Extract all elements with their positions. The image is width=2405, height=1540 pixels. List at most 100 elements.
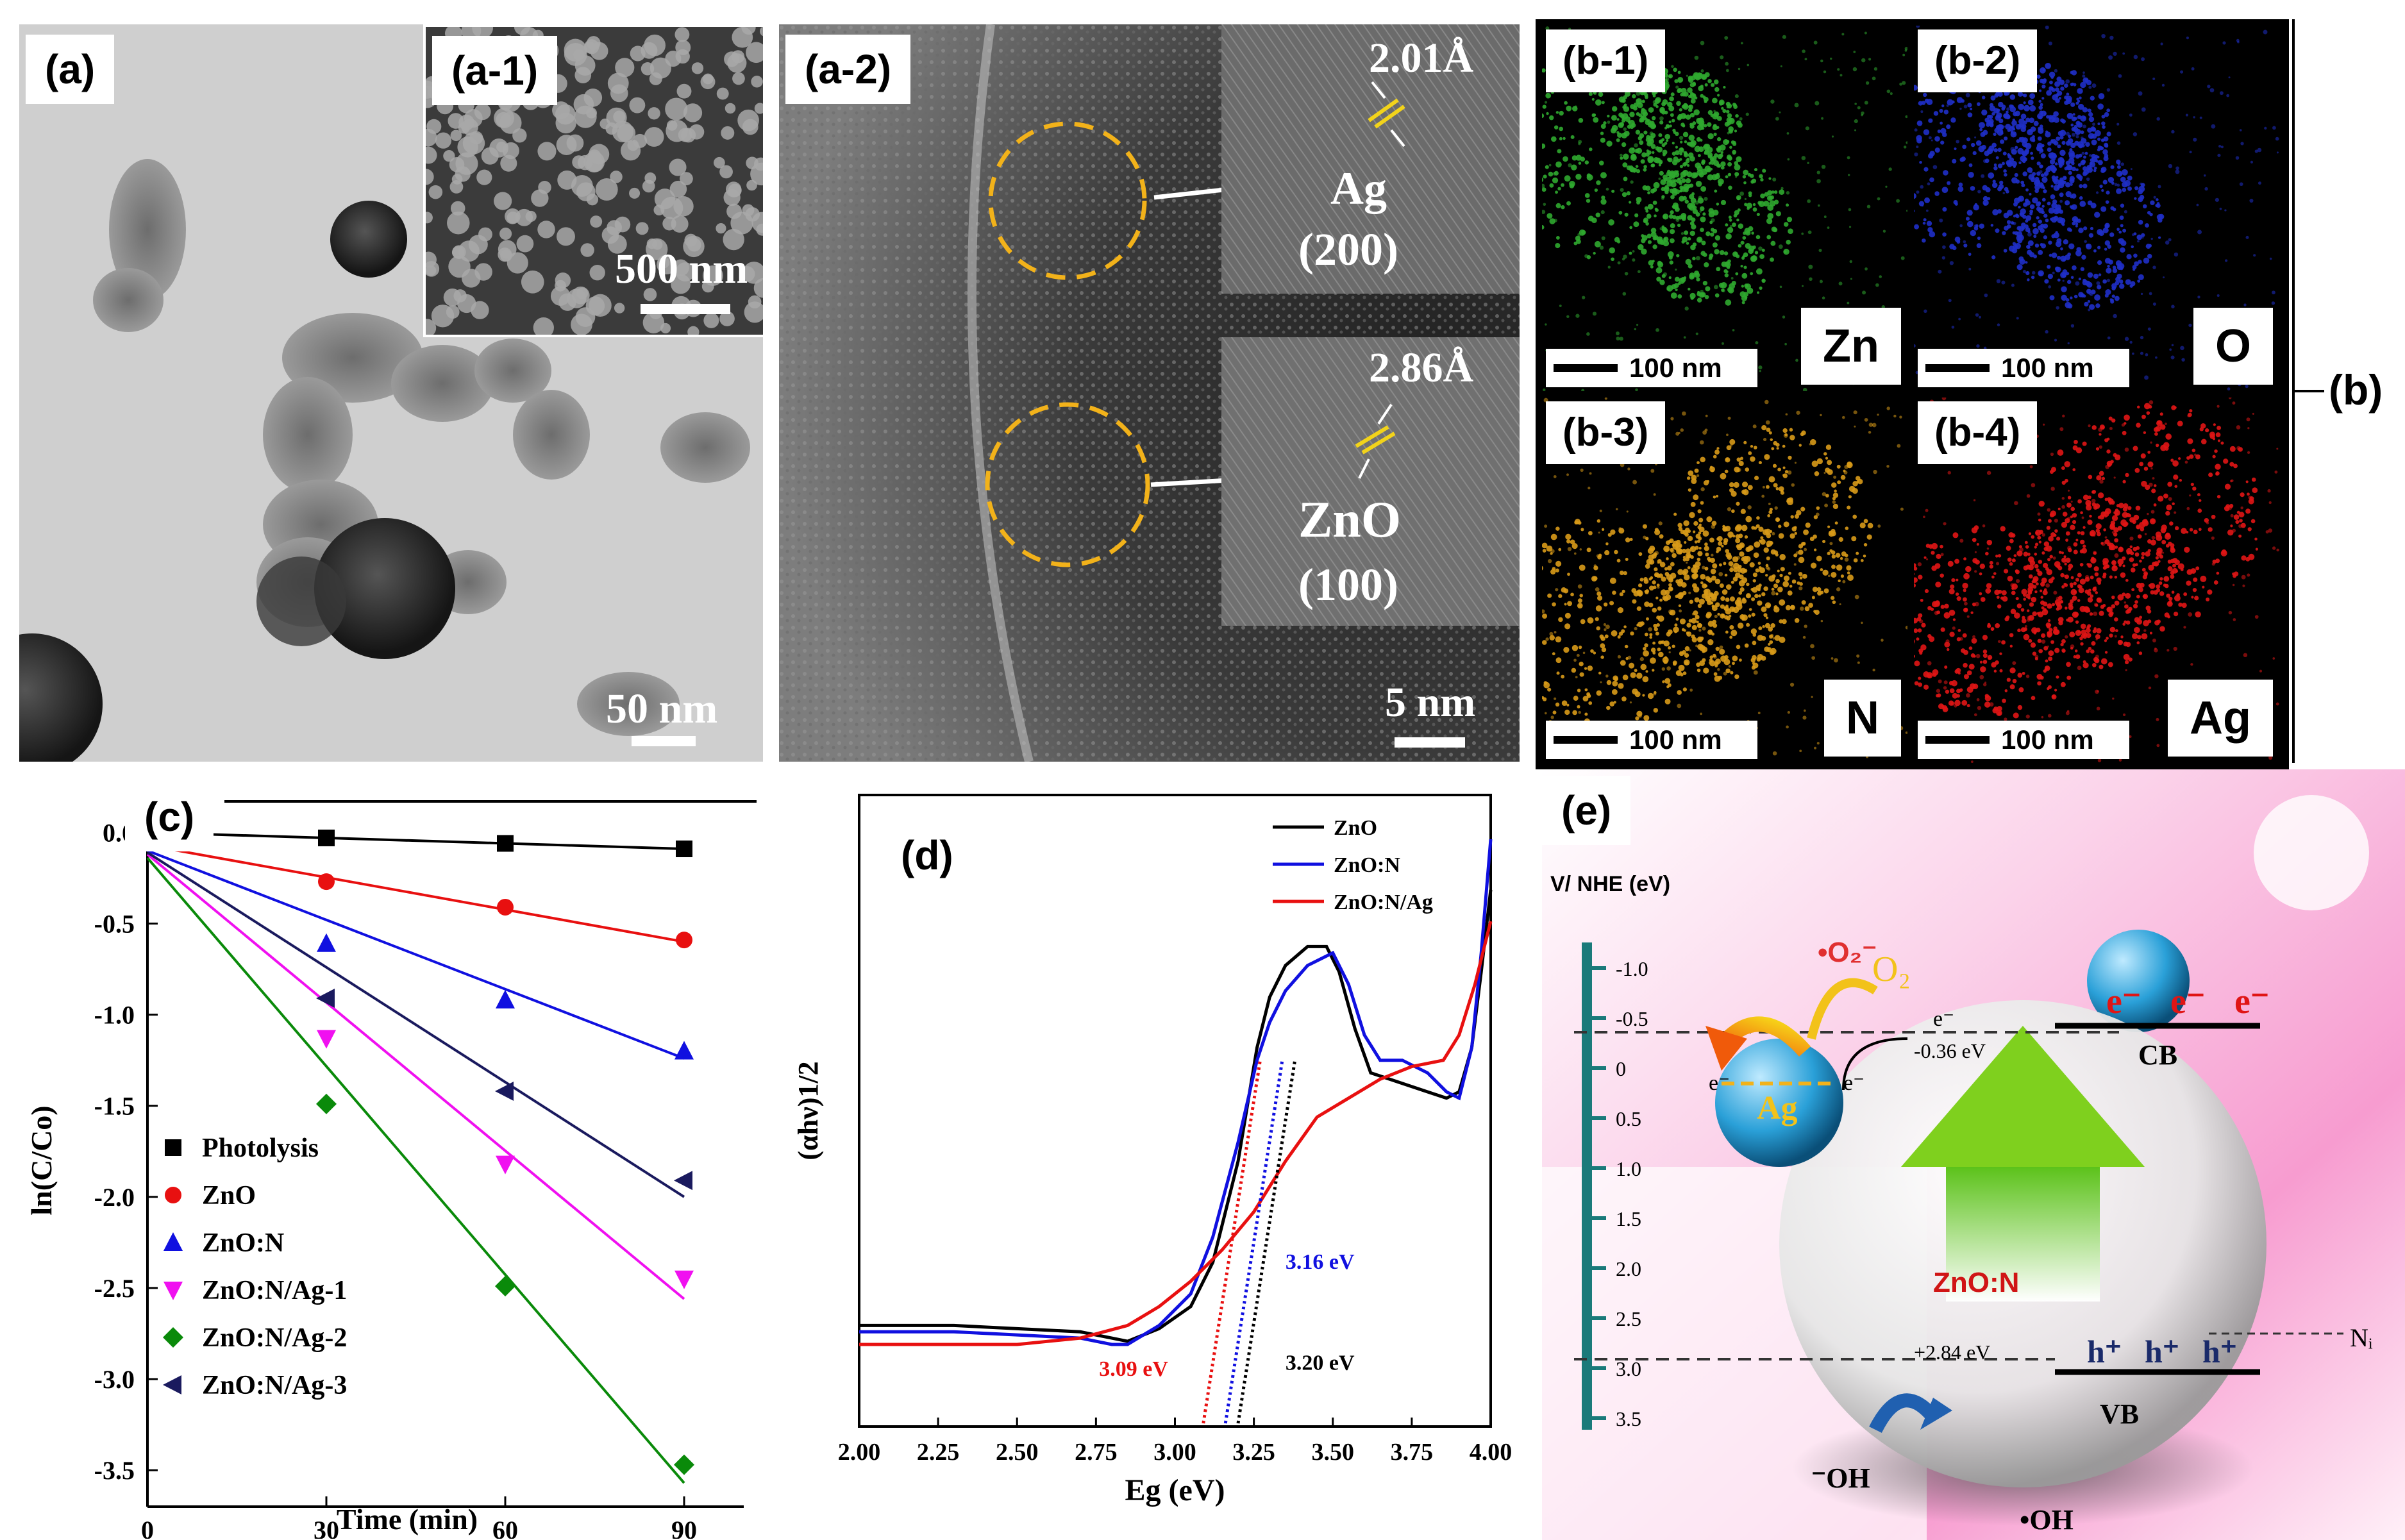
chart-c-legend-zno-n-ag-3: ZnO:N/Ag-3 bbox=[202, 1371, 347, 1400]
eds-scale-bar-3 bbox=[1554, 736, 1618, 744]
panel-c: 0.0 -0.5 -1.0 -1.5 -2.0 -2.5 -3.0 -3.5 0 30 60 90 Ti… bbox=[0, 769, 776, 1539]
chart-c-ytick-label: -2.5 bbox=[94, 1274, 135, 1303]
panel-a-scale-bar bbox=[632, 736, 696, 746]
eds-scale-text-4: 100 nm bbox=[2001, 724, 2094, 755]
panel-e-label: (e) bbox=[1542, 776, 1631, 845]
chart-c-point-zno bbox=[318, 873, 335, 891]
chart-d-xtick-label: 3.50 bbox=[1312, 1439, 1355, 1466]
eds-map-label-4: (b-4) bbox=[1918, 401, 2038, 464]
eds-map-element-n: N bbox=[1824, 680, 1901, 757]
eds-scale-text-3: 100 nm bbox=[1629, 724, 1722, 755]
eds-map-element-ag: Ag bbox=[2168, 680, 2273, 757]
chart-c-point-zno-n bbox=[317, 933, 336, 952]
chart-c-point-zno-n-ag-2 bbox=[674, 1454, 694, 1475]
panel-a1-sem: (a-1) 500 nm bbox=[423, 24, 763, 337]
chart-c-fit-zno-n-ag-1 bbox=[146, 853, 685, 1300]
e-axis-title: V/ NHE (eV) bbox=[1550, 872, 1670, 896]
e-axis-tick-label: 1.0 bbox=[1616, 1157, 1641, 1180]
e-core-label: ZnO:N bbox=[1933, 1267, 2019, 1298]
chart-c-point-photolysis bbox=[497, 835, 514, 852]
chart-c-legend-marker-zno-n bbox=[163, 1232, 183, 1251]
e-cb-electron-3: e⁻ bbox=[2234, 982, 2269, 1021]
panel-d: 2.00 2.25 2.50 2.75 3.00 3.25 3.50 3.75 4.00 Eg (… bbox=[779, 769, 1532, 1539]
chart-c-legend-zno: ZnO bbox=[202, 1181, 256, 1210]
eds-map-label-2: (b-2) bbox=[1918, 29, 2038, 92]
chart-c-legend-marker-photolysis bbox=[165, 1139, 181, 1156]
e-hole-3: h⁺ bbox=[2202, 1334, 2237, 1369]
sem-image bbox=[426, 27, 763, 335]
e-axis-tick-label: 0.5 bbox=[1616, 1107, 1641, 1130]
panel-a1-scale-bar bbox=[641, 304, 730, 314]
chart-c-point-zno-n bbox=[675, 1041, 694, 1060]
chart-c-point-zno-n-ag-1 bbox=[317, 1030, 336, 1049]
eds-scale-bar-2 bbox=[1925, 364, 1990, 372]
e-vb-level: +2.84 eV bbox=[1914, 1341, 1990, 1364]
panel-a2-hrtem: 2.01Å Ag (200) 2.86Å ZnO (100) (a-2) 5 n… bbox=[779, 24, 1520, 762]
eds-map-element-zn: Zn bbox=[1801, 308, 1901, 385]
chart-c-point-zno-n-ag-3 bbox=[316, 989, 335, 1009]
chart-c-legend-zno-n-ag-2: ZnO:N/Ag-2 bbox=[202, 1323, 347, 1353]
panel-a2-inset-ag: 2.01Å Ag (200) bbox=[1221, 24, 1520, 294]
chart-c-legend-photolysis: Photolysis bbox=[202, 1134, 319, 1163]
eds-scale-text-2: 100 nm bbox=[2001, 353, 2094, 383]
e-axis-tick-label: 3.5 bbox=[1616, 1407, 1641, 1430]
eds-map-zn: (b-1) Zn 100 nm bbox=[1542, 26, 1907, 391]
chart-d-line-zno bbox=[859, 889, 1493, 1343]
panel-b-tick bbox=[2292, 390, 2324, 392]
chart-d-line-zno-n-ag bbox=[859, 921, 1493, 1346]
chart-c-xtick-label: 0 bbox=[141, 1516, 154, 1539]
chart-c-ytick-label: -1.0 bbox=[94, 1001, 135, 1030]
chart-c-fit-zno-n-ag-3 bbox=[146, 851, 685, 1198]
chart-d-xtick-label: 3.75 bbox=[1391, 1439, 1434, 1466]
chart-d-xtick-label: 2.25 bbox=[917, 1439, 960, 1466]
chart-d-ylabel: (αhν)1/2 bbox=[792, 1061, 824, 1160]
chart-c-fit-zno bbox=[147, 844, 685, 943]
chart-c-point-zno-n bbox=[496, 989, 515, 1009]
e-axis-tick-label: 1.5 bbox=[1616, 1207, 1641, 1230]
chart-d-xtick-label: 2.50 bbox=[996, 1439, 1039, 1466]
panel-c-label: (c) bbox=[125, 782, 214, 851]
chart-d-xtick-label: 3.00 bbox=[1153, 1439, 1196, 1466]
chart-c-legend-marker-zno-n-ag-2 bbox=[163, 1327, 183, 1348]
panel-a-scale-text: 50 nm bbox=[606, 685, 718, 732]
chart-d-xtick-label: 2.75 bbox=[1075, 1439, 1118, 1466]
e-ag-electron-right: e⁻ bbox=[1843, 1071, 1865, 1095]
chart-c-xtick-label: 30 bbox=[314, 1516, 339, 1539]
e-ni: Nᵢ bbox=[2350, 1323, 2373, 1352]
e-oh-minus: ⁻OH bbox=[1811, 1462, 1870, 1494]
panel-b-label: (b) bbox=[2329, 366, 2383, 414]
chart-c-ytick-label: -1.5 bbox=[94, 1092, 135, 1121]
chart-d-xtick-label: 2.00 bbox=[838, 1439, 881, 1466]
chart-c-point-zno-n-ag-2 bbox=[316, 1093, 337, 1114]
eds-map-label-1: (b-1) bbox=[1546, 29, 1666, 92]
chart-c-xlabel: Time (min) bbox=[337, 1503, 478, 1536]
eds-scale-box-4: 100 nm bbox=[1918, 721, 2129, 759]
eds-map-n: (b-3) N 100 nm bbox=[1542, 398, 1907, 763]
panel-a2-scale-bar bbox=[1395, 737, 1465, 748]
e-o2-radical: •O₂⁻ bbox=[1818, 937, 1877, 968]
chart-d-annotation-3: 3.20 eV bbox=[1286, 1351, 1355, 1375]
eds-map-o-image bbox=[1914, 26, 2279, 391]
chart-c-legend-marker-zno-n-ag-3 bbox=[163, 1375, 181, 1394]
panel-d-label: (d) bbox=[882, 821, 973, 890]
chart-c-ytick-label: -0.5 bbox=[94, 910, 135, 939]
e-cb-electron-2: e⁻ bbox=[2170, 982, 2205, 1021]
ag-plane: (200) bbox=[1298, 224, 1398, 275]
zno-plane: (100) bbox=[1298, 559, 1398, 610]
panel-a1-label: (a-1) bbox=[432, 36, 558, 105]
ag-spacing: 2.01Å bbox=[1369, 35, 1474, 81]
eds-scale-bar-1 bbox=[1554, 364, 1618, 372]
e-axis-tick-label: 2.0 bbox=[1616, 1257, 1641, 1280]
eds-map-label-3: (b-3) bbox=[1546, 401, 1666, 464]
chart-c-fit-photolysis bbox=[147, 831, 685, 850]
chart-c-xtick-label: 60 bbox=[492, 1516, 518, 1539]
e-cb-level: -0.36 eV bbox=[1914, 1039, 1986, 1062]
chart-c-ytick-label: -3.5 bbox=[94, 1456, 135, 1485]
chart-c-point-zno bbox=[497, 898, 514, 916]
e-axis-tick-label: 0 bbox=[1616, 1057, 1626, 1080]
e-vb: VB bbox=[2100, 1398, 2139, 1430]
chart-c-fit-zno-n-ag-2 bbox=[146, 857, 685, 1484]
eds-map-o: (b-2) O 100 nm bbox=[1914, 26, 2279, 391]
chart-d-annotation-1: 3.16 eV bbox=[1286, 1250, 1355, 1274]
panel-a-label: (a) bbox=[26, 35, 115, 104]
